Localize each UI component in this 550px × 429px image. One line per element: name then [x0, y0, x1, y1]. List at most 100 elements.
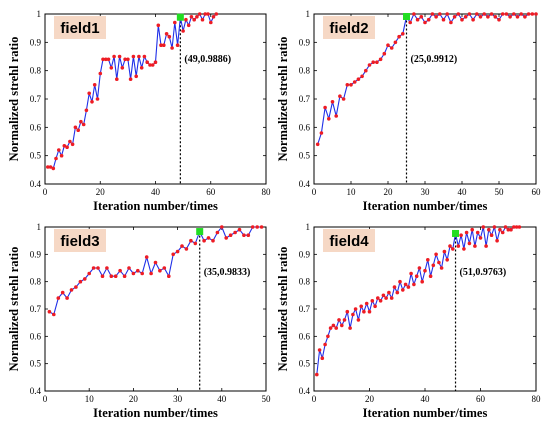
data-point	[131, 271, 136, 276]
x-tick-label: 60	[476, 394, 486, 404]
data-point	[370, 299, 375, 303]
data-point	[139, 66, 144, 70]
x-tick-label: 40	[151, 187, 161, 197]
data-point	[475, 230, 480, 235]
data-point	[92, 83, 97, 87]
data-point	[423, 268, 427, 273]
data-point	[90, 100, 94, 104]
data-point	[375, 60, 379, 64]
data-point	[170, 46, 174, 50]
x-tick-label: 80	[532, 394, 542, 404]
data-point	[320, 356, 325, 361]
data-point	[445, 12, 450, 16]
data-point	[106, 57, 111, 62]
data-point	[136, 268, 140, 273]
data-point	[367, 63, 372, 67]
chart-panel-4: 0 20 40 60 80 0.4 0.5 0.6 0.7 0.8 0.9 1 Iteration nu…	[276, 222, 541, 420]
data-point	[478, 14, 483, 19]
y-axis-label: Normalized strehl ratio	[7, 247, 21, 372]
data-point	[356, 318, 361, 322]
field-badge	[323, 16, 375, 39]
data-point	[137, 54, 141, 59]
data-point	[389, 296, 394, 300]
data-point	[364, 301, 369, 306]
data-point	[47, 309, 52, 314]
data-point	[497, 17, 501, 22]
x-tick-label: 60	[532, 187, 542, 197]
y-tick-label: 0.8	[30, 277, 42, 287]
x-axis-label: Iteration number/times	[93, 406, 218, 420]
x-tick-label: 20	[365, 394, 375, 404]
x-tick-label: 20	[96, 187, 106, 197]
data-point	[122, 274, 127, 279]
data-point	[478, 236, 483, 240]
data-point	[412, 282, 416, 287]
x-tick-label: 40	[458, 187, 468, 197]
data-point	[403, 282, 408, 287]
data-point	[475, 12, 479, 16]
y-tick-label: 1	[37, 9, 42, 19]
data-point	[159, 43, 163, 47]
data-point	[412, 12, 416, 16]
data-point	[417, 266, 422, 270]
data-point	[323, 105, 327, 110]
data-point	[317, 348, 322, 352]
x-tick-label: 0	[43, 394, 48, 404]
data-point	[486, 14, 490, 19]
data-point	[220, 225, 224, 229]
data-point	[233, 230, 237, 235]
data-point	[330, 100, 335, 104]
data-point	[315, 372, 319, 377]
data-point	[109, 274, 114, 279]
x-tick-label: 40	[217, 394, 227, 404]
x-tick-label: 80	[262, 187, 272, 197]
data-point	[186, 23, 191, 28]
data-point	[493, 14, 498, 19]
data-point	[189, 14, 194, 19]
data-point	[387, 290, 391, 295]
data-point	[452, 14, 457, 19]
data-point	[509, 227, 513, 232]
data-point	[420, 279, 425, 284]
data-point	[487, 227, 491, 232]
data-point	[91, 266, 96, 270]
field-label: field1	[60, 20, 99, 37]
data-point	[96, 266, 100, 270]
y-tick-label: 1	[306, 222, 311, 232]
data-point	[423, 20, 427, 25]
data-point	[115, 77, 119, 81]
y-tick-label: 0.9	[299, 249, 311, 259]
data-point	[360, 74, 364, 79]
x-axis-label: Iteration number/times	[363, 406, 488, 420]
data-point	[362, 309, 366, 314]
data-point	[514, 225, 519, 229]
data-point	[408, 20, 413, 25]
marker-point	[196, 228, 204, 236]
data-point	[504, 12, 509, 16]
marker-point	[452, 229, 460, 237]
data-point	[495, 238, 499, 243]
data-point	[441, 17, 446, 22]
data-point	[87, 271, 91, 276]
data-point	[378, 299, 383, 303]
data-point	[401, 32, 405, 36]
data-point	[398, 279, 402, 284]
data-point	[197, 12, 202, 16]
data-point	[118, 268, 122, 273]
x-tick-label: 50	[495, 187, 505, 197]
data-point	[202, 238, 206, 243]
data-point	[519, 12, 523, 16]
data-point	[503, 225, 508, 229]
data-point	[195, 14, 199, 19]
data-point	[414, 274, 419, 279]
data-point	[255, 225, 259, 229]
data-point	[140, 271, 144, 276]
data-point	[431, 263, 436, 268]
data-point	[100, 274, 105, 279]
x-tick-label: 10	[347, 187, 357, 197]
data-point	[415, 17, 420, 22]
data-point	[162, 266, 167, 270]
data-point	[515, 14, 520, 19]
data-point	[467, 241, 472, 246]
y-tick-label: 0.4	[299, 179, 311, 189]
